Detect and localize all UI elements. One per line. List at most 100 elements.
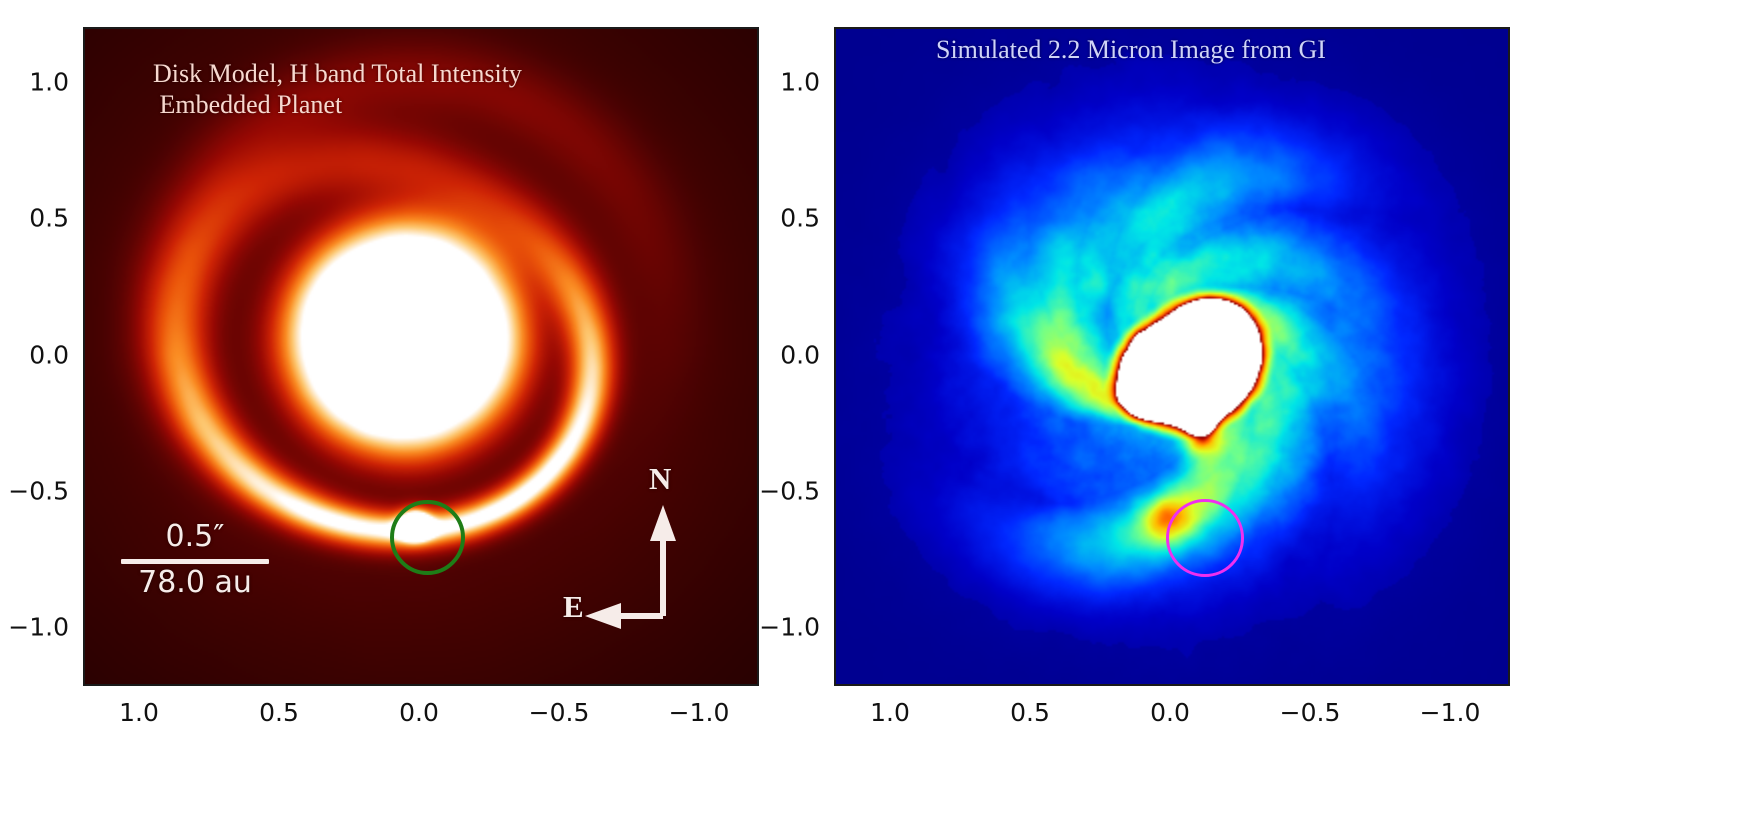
axis-tick xyxy=(948,684,950,686)
axis-tick xyxy=(701,684,703,686)
axis-tick xyxy=(1004,27,1006,29)
axis-tick xyxy=(1116,684,1118,686)
compass-arrows-icon xyxy=(585,505,676,629)
axis-tick xyxy=(83,84,85,86)
axis-tick xyxy=(1508,602,1510,604)
axis-tick xyxy=(589,684,591,686)
axis-tick xyxy=(834,275,836,277)
axis-tick xyxy=(83,56,85,58)
axis-tick xyxy=(1508,411,1510,413)
axis-tick xyxy=(1340,27,1342,29)
plot-area-left[interactable]: Disk Model, H band Total Intensity Embed… xyxy=(83,27,759,686)
axis-tick xyxy=(85,684,87,686)
axis-tick xyxy=(85,27,87,29)
axis-tick xyxy=(1508,520,1510,522)
axis-tick xyxy=(83,193,85,195)
axis-tick xyxy=(1508,629,1510,631)
axis-tick xyxy=(834,438,836,440)
axis-tick xyxy=(757,56,759,58)
axis-tick xyxy=(1088,27,1090,29)
y-tick-label: −0.5 xyxy=(759,476,820,506)
axis-tick xyxy=(337,684,339,686)
scale-bar-rule xyxy=(121,558,269,564)
axis-tick xyxy=(393,27,395,29)
axis-tick xyxy=(834,411,836,413)
y-tick-label: 1.0 xyxy=(29,67,69,97)
y-tick-label: 0.0 xyxy=(29,340,69,369)
axis-tick xyxy=(836,27,838,29)
axis-tick xyxy=(834,29,836,31)
axis-tick xyxy=(1508,138,1510,140)
axis-tick xyxy=(1508,111,1510,113)
axis-tick xyxy=(1508,84,1510,86)
axis-tick xyxy=(617,27,619,29)
axis-tick xyxy=(757,138,759,140)
axis-tick xyxy=(83,302,85,304)
y-tick-label: −0.5 xyxy=(8,476,69,506)
axis-tick xyxy=(1032,27,1034,29)
axis-tick xyxy=(113,684,115,686)
axis-tick xyxy=(449,684,451,686)
y-tick-label: 0.5 xyxy=(780,203,820,233)
axis-tick xyxy=(757,438,759,440)
axis-tick xyxy=(1508,684,1510,686)
axis-tick xyxy=(83,493,85,495)
axis-tick xyxy=(757,27,759,29)
axis-tick xyxy=(757,602,759,604)
axis-tick xyxy=(365,27,367,29)
axis-tick xyxy=(1368,27,1370,29)
axis-tick xyxy=(834,384,836,386)
axis-tick xyxy=(1508,657,1510,659)
axis-tick xyxy=(83,329,85,331)
axis-tick xyxy=(1508,466,1510,468)
axis-tick xyxy=(836,684,838,686)
axis-tick xyxy=(892,27,894,29)
axis-tick xyxy=(701,27,703,29)
axis-tick xyxy=(83,602,85,604)
axis-tick xyxy=(1200,684,1202,686)
axis-tick xyxy=(421,684,423,686)
axis-tick xyxy=(729,684,731,686)
heatmap-image-left xyxy=(85,29,757,684)
compass-rose: N E xyxy=(563,461,723,651)
axis-tick xyxy=(83,575,85,577)
axis-tick xyxy=(83,466,85,468)
axis-tick xyxy=(757,411,759,413)
axis-tick xyxy=(505,684,507,686)
axis-tick xyxy=(729,27,731,29)
axis-tick xyxy=(449,27,451,29)
axis-tick xyxy=(197,684,199,686)
y-tick-label: −1.0 xyxy=(759,612,820,642)
axis-tick xyxy=(83,165,85,167)
axis-tick xyxy=(834,193,836,195)
axis-tick xyxy=(1060,27,1062,29)
axis-tick xyxy=(225,684,227,686)
axis-tick xyxy=(1284,684,1286,686)
clump-marker-circle xyxy=(1166,499,1244,577)
axis-tick xyxy=(976,684,978,686)
axis-tick xyxy=(645,27,647,29)
axis-tick xyxy=(834,575,836,577)
axis-tick xyxy=(281,684,283,686)
axis-tick xyxy=(757,193,759,195)
axis-tick xyxy=(1256,27,1258,29)
axis-tick xyxy=(1508,275,1510,277)
axis-tick xyxy=(757,329,759,331)
y-tick-label: 0.5 xyxy=(29,203,69,233)
axis-tick xyxy=(1508,384,1510,386)
plot-area-right[interactable]: Simulated 2.2 Micron Image from GI xyxy=(834,27,1510,686)
axis-tick xyxy=(83,138,85,140)
axis-tick xyxy=(1424,27,1426,29)
axis-tick xyxy=(1508,357,1510,359)
axis-tick xyxy=(757,520,759,522)
axis-tick xyxy=(757,466,759,468)
axis-tick xyxy=(1284,27,1286,29)
axis-tick xyxy=(757,575,759,577)
planet-marker-circle xyxy=(390,500,465,575)
axis-tick xyxy=(83,384,85,386)
x-tick-label: 0.5 xyxy=(259,698,299,727)
axis-tick xyxy=(673,27,675,29)
axis-tick xyxy=(834,329,836,331)
axis-tick xyxy=(113,27,115,29)
axis-tick xyxy=(1116,27,1118,29)
